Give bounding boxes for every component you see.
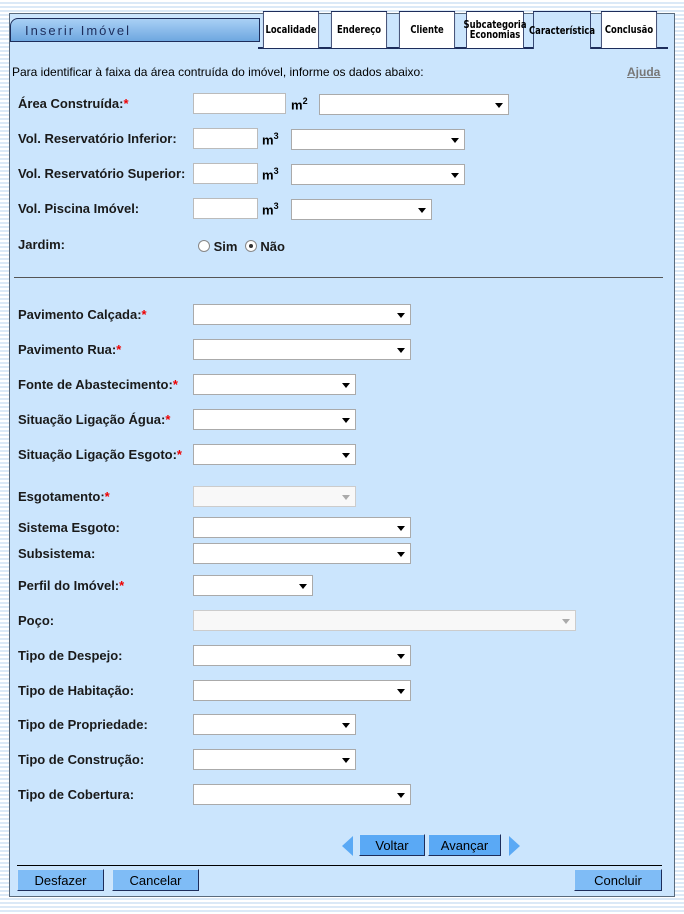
jardim-sim-radio[interactable] [198, 240, 210, 252]
footer-divider [17, 865, 662, 866]
label-habitacao: Tipo de Habitação: [18, 683, 135, 698]
pavimento-calcada-select[interactable] [193, 304, 411, 325]
unit-m2: m2 [291, 96, 308, 113]
poco-select[interactable] [193, 610, 576, 631]
nao-label: Não [260, 239, 285, 254]
piscina-input[interactable] [193, 198, 258, 219]
label-piscina: Vol. Piscina Imóvel: [18, 201, 140, 216]
label-pavimento-rua: Pavimento Rua:* [18, 342, 122, 357]
jardim-nao-radio[interactable] [244, 240, 257, 252]
avancar-button[interactable]: Avançar [428, 834, 501, 856]
tab-caracteristica[interactable]: Característica [529, 11, 595, 49]
unit-m3: m3 [262, 166, 279, 183]
divider [14, 277, 663, 278]
piscina-select[interactable] [291, 199, 432, 220]
esgotamento-select[interactable] [193, 486, 356, 507]
sim-label: Sim [213, 239, 238, 254]
label-situacao-agua: Situação Ligação Água:* [18, 412, 171, 427]
label-esgotamento: Esgotamento:* [18, 489, 110, 504]
label-res-superior: Vol. Reservatório Superior: [18, 166, 186, 181]
unit-m3: m3 [262, 201, 279, 218]
voltar-button[interactable]: Voltar [359, 834, 425, 856]
fonte-abastecimento-select[interactable] [193, 374, 356, 395]
label-pavimento-calcada: Pavimento Calçada:* [18, 307, 147, 322]
label-fonte: Fonte de Abastecimento:* [18, 377, 178, 392]
tab-endereco[interactable]: Endereço [330, 11, 388, 49]
help-link[interactable]: Ajuda [627, 65, 661, 79]
area-construida-input[interactable] [193, 93, 286, 114]
title-bar: Inserir Imóvel [10, 18, 260, 42]
label-situacao-esgoto: Situação Ligação Esgoto:* [18, 447, 182, 462]
label-poco: Poço: [18, 613, 55, 628]
tipo-despejo-select[interactable] [193, 645, 411, 666]
arrow-left-icon[interactable] [342, 836, 353, 856]
label-area-construida: Área Construída:* [18, 96, 129, 111]
res-superior-input[interactable] [193, 163, 258, 184]
tipo-habitacao-select[interactable] [193, 680, 411, 701]
cancelar-button[interactable]: Cancelar [112, 869, 199, 891]
sistema-esgoto-select[interactable] [193, 517, 411, 538]
label-construcao: Tipo de Construção: [18, 752, 145, 767]
tab-localidade[interactable]: Localidade [262, 11, 320, 49]
jardim-radio-group: Sim Não [198, 239, 285, 254]
label-cobertura: Tipo de Cobertura: [18, 787, 135, 802]
label-res-inferior: Vol. Reservatório Inferior: [18, 131, 177, 146]
label-despejo: Tipo de Despejo: [18, 648, 123, 663]
subsistema-select[interactable] [193, 543, 411, 564]
res-inferior-select[interactable] [291, 129, 465, 150]
tipo-propriedade-select[interactable] [193, 714, 356, 735]
area-faixa-select[interactable] [319, 94, 509, 115]
res-inferior-input[interactable] [193, 128, 258, 149]
unit-m3: m3 [262, 131, 279, 148]
arrow-right-icon[interactable] [509, 836, 520, 856]
tab-subcategoria[interactable]: Subcategoria Economias [464, 11, 526, 49]
perfil-imovel-select[interactable] [193, 575, 313, 596]
label-jardim: Jardim: [18, 237, 65, 252]
concluir-button[interactable]: Concluir [574, 869, 662, 891]
res-superior-select[interactable] [291, 164, 465, 185]
tipo-construcao-select[interactable] [193, 749, 356, 770]
desfazer-button[interactable]: Desfazer [17, 869, 104, 891]
tipo-cobertura-select[interactable] [193, 784, 411, 805]
situacao-esgoto-select[interactable] [193, 444, 356, 465]
pavimento-rua-select[interactable] [193, 339, 411, 360]
tab-conclusao[interactable]: Conclusão [600, 11, 658, 49]
page-title: Inserir Imóvel [25, 23, 132, 38]
label-subsistema: Subsistema: [18, 546, 96, 561]
intro-text: Para identificar à faixa da área contruí… [12, 65, 424, 79]
tab-baseline [258, 47, 668, 49]
tab-cliente[interactable]: Cliente [398, 11, 456, 49]
label-propriedade: Tipo de Propriedade: [18, 717, 148, 732]
situacao-agua-select[interactable] [193, 409, 356, 430]
label-sistema-esgoto: Sistema Esgoto: [18, 520, 120, 535]
label-perfil: Perfil do Imóvel:* [18, 578, 125, 593]
